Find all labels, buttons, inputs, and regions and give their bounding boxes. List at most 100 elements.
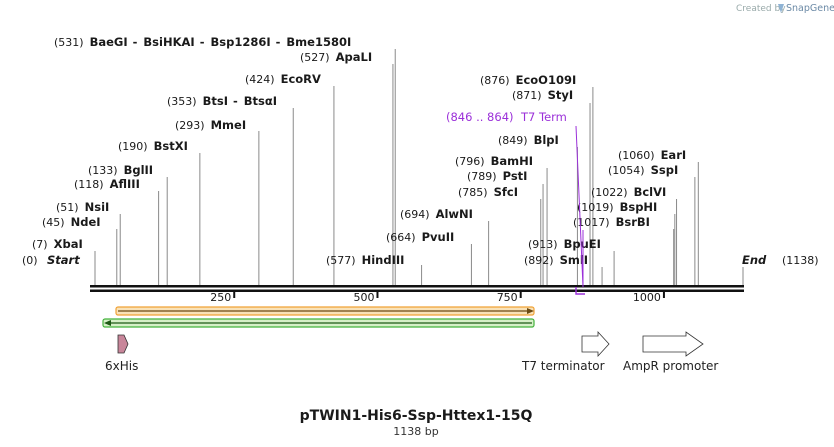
site-enzyme-name: XbaI [54, 237, 83, 251]
site-enzyme-name: BtsαI [244, 94, 277, 108]
feature-t7-terminator: T7 terminator [521, 330, 610, 373]
site-label[interactable]: (1017) BsrBI [573, 215, 650, 229]
site-name-separator: - [233, 94, 238, 108]
site-name-separator: - [276, 35, 281, 49]
backbone [90, 285, 744, 292]
site-label[interactable]: (353) BtsI - BtsαI [167, 94, 277, 108]
site-position: (1019) [577, 201, 614, 214]
snapgene-logo-icon [778, 4, 784, 13]
site-label[interactable]: (1022) BclVI [591, 185, 666, 199]
site-position: (190) [118, 140, 148, 153]
site-label[interactable]: (424) EcoRV [245, 72, 321, 86]
site-label[interactable]: (45) NdeI [42, 215, 101, 229]
site-position: (785) [458, 186, 488, 199]
site-position: (118) [74, 178, 104, 191]
site-enzyme-name: PstI [503, 169, 528, 183]
site-label[interactable]: (51) NsiI [56, 200, 109, 214]
site-enzyme-name: BtsI [203, 94, 228, 108]
site-enzyme-name: NdeI [71, 215, 101, 229]
site-enzyme-name: HindIII [362, 253, 405, 267]
t7-term-range: (846 .. 864) [446, 110, 514, 124]
start-label: Start [47, 253, 80, 267]
site-enzyme-name: MmeI [211, 118, 247, 132]
site-label[interactable]: (796) BamHI [455, 154, 533, 168]
feature-ampr-promoter-label: AmpR promoter [623, 359, 718, 373]
site-enzyme-name: SspI [651, 163, 679, 177]
site-enzyme-name: BstXI [154, 139, 188, 153]
axis-tick-mark [233, 292, 236, 298]
site-position: (527) [300, 51, 330, 64]
site-label[interactable]: (849) BlpI [498, 133, 559, 147]
site-enzyme-name: StyI [548, 88, 574, 102]
site-position: (913) [528, 238, 558, 251]
site-position: (849) [498, 134, 528, 147]
site-position: (1060) [618, 149, 655, 162]
t7-terminator-arrow-shape [581, 330, 610, 358]
site-label[interactable]: (190) BstXI [118, 139, 188, 153]
axis-tick-label: 750 [497, 291, 518, 304]
site-label[interactable]: (118) AflIII [74, 177, 140, 191]
end-label-group: End (1138) [742, 253, 819, 285]
site-enzyme-name: BamHI [491, 154, 533, 168]
site-label[interactable]: (531) BaeGI - BsiHKAI - Bsp1286I - Bme1580I [54, 35, 351, 49]
site-label[interactable]: (527) ApaLI [300, 50, 372, 64]
site-position: (796) [455, 155, 485, 168]
6xhis-arrow-shape [117, 334, 129, 354]
snapgene-watermark: Created by SnapGene [736, 3, 834, 14]
site-position: (1054) [608, 164, 645, 177]
site-position: (871) [512, 89, 542, 102]
plasmid-name: pTWIN1-His6-Ssp-Httex1-15Q [300, 408, 533, 424]
site-label[interactable]: (1054) SspI [608, 163, 678, 177]
site-label[interactable]: (664) PvuII [386, 230, 454, 244]
site-enzyme-name: EcoO109I [516, 73, 577, 87]
site-enzyme-name: SmlI [560, 253, 589, 267]
site-label[interactable]: (7) XbaI [32, 237, 83, 251]
start-label-group: (0) Start [22, 253, 80, 267]
feature-6xhis-label: 6xHis [105, 359, 138, 373]
site-label[interactable]: (892) SmlI [524, 253, 588, 267]
axis-tick-label: 1000 [633, 291, 661, 304]
site-position: (45) [42, 216, 65, 229]
created-by-text: Created by [736, 4, 786, 14]
site-enzyme-name: BaeGI [90, 35, 128, 49]
site-label[interactable]: (913) BpuEI [528, 237, 601, 251]
start-position: (0) [22, 254, 38, 267]
site-label[interactable]: (789) PstI [467, 169, 527, 183]
site-position: (353) [167, 95, 197, 108]
end-position: (1138) [782, 254, 819, 267]
site-enzyme-name: BsiHKAI [143, 35, 194, 49]
site-label[interactable]: (577) HindIII [326, 253, 404, 267]
site-label[interactable]: (133) BglII [88, 163, 153, 177]
site-enzyme-name: ApaLI [336, 50, 373, 64]
site-enzyme-name: BspHI [620, 200, 658, 214]
site-enzyme-name: BpuEI [564, 237, 601, 251]
site-position: (577) [326, 254, 356, 267]
feature-t7-terminator-label: T7 terminator [521, 359, 605, 373]
green-orf-bar [102, 318, 535, 328]
site-label[interactable]: (694) AlwNI [400, 207, 473, 221]
site-enzyme-name: NsiI [85, 200, 110, 214]
site-enzyme-name: AlwNI [436, 207, 473, 221]
site-label[interactable]: (871) StyI [512, 88, 573, 102]
site-enzyme-name: AflIII [110, 177, 140, 191]
end-label: End [742, 253, 767, 267]
site-labels: (7) XbaI (45) NdeI(51) NsiI (118) AflIII(133) B… [32, 35, 686, 267]
site-label[interactable]: (293) MmeI [175, 118, 246, 132]
orange-orf-bar [115, 306, 535, 316]
site-position: (51) [56, 201, 79, 214]
site-position: (789) [467, 170, 497, 183]
site-enzyme-name: BclVI [634, 185, 667, 199]
axis-tick-mark [662, 292, 665, 298]
site-enzyme-name: EarI [661, 148, 687, 162]
site-label[interactable]: (876) EcoO109I [480, 73, 576, 87]
feature-ampr-promoter: AmpR promoter [623, 331, 718, 373]
site-position: (7) [32, 238, 48, 251]
axis-ticks: 250 500 750 1000 [210, 291, 665, 304]
site-label[interactable]: (1019) BspHI [577, 200, 657, 214]
site-lines [94, 49, 699, 285]
site-enzyme-name: BlpI [534, 133, 559, 147]
site-label[interactable]: (785) SfcI [458, 185, 518, 199]
site-position: (876) [480, 74, 510, 87]
site-label[interactable]: (1060) EarI [618, 148, 686, 162]
